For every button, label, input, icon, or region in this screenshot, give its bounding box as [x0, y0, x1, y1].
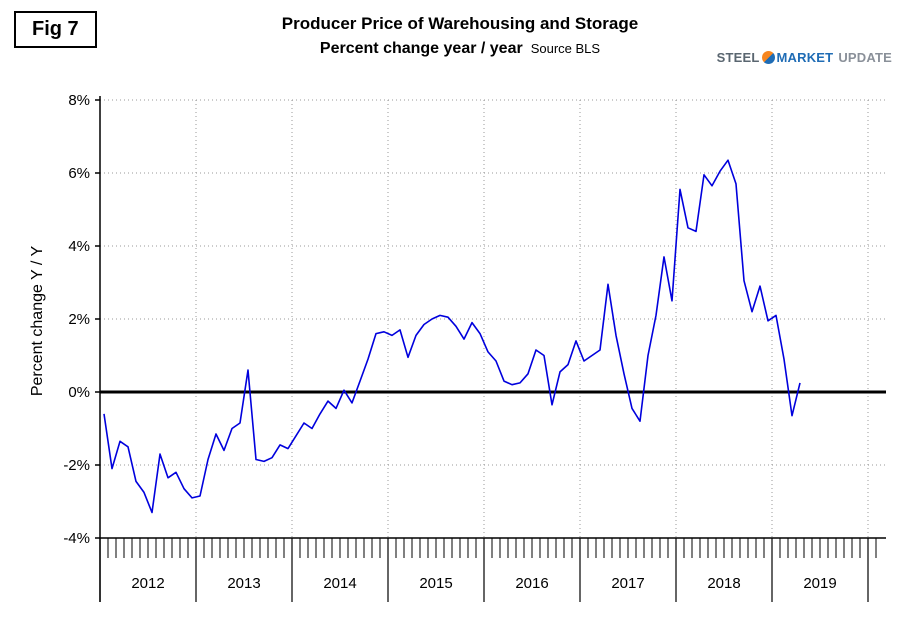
- logo-update-text: UPDATE: [838, 50, 892, 65]
- chart-subtitle-line: Percent change year / year Source BLS: [150, 40, 770, 58]
- y-axis-title: Percent change Y / Y: [29, 245, 46, 397]
- x-year-label: 2015: [419, 575, 452, 592]
- y-tick-label: 6%: [68, 165, 90, 182]
- y-tick-label: -4%: [63, 530, 90, 547]
- y-tick-label: 8%: [68, 92, 90, 109]
- steel-market-update-logo: STEEL MARKET UPDATE: [717, 50, 892, 65]
- x-year-label: 2012: [131, 575, 164, 592]
- chart-title-block: Producer Price of Warehousing and Storag…: [150, 14, 770, 58]
- figure-label: Fig 7: [32, 18, 79, 40]
- x-year-label: 2018: [707, 575, 740, 592]
- logo-market-text: MARKET: [776, 50, 834, 65]
- series-line: [103, 159, 801, 514]
- x-year-label: 2014: [323, 575, 356, 592]
- y-tick-label: 2%: [68, 311, 90, 328]
- y-tick-label: -2%: [63, 457, 90, 474]
- x-year-label: 2017: [611, 575, 644, 592]
- source-note: Source BLS: [530, 41, 601, 56]
- chart-title: Producer Price of Warehousing and Storag…: [281, 14, 639, 33]
- y-tick-label: 0%: [68, 384, 90, 401]
- chart-subtitle: Percent change year / year: [319, 40, 523, 57]
- x-year-label: 2019: [803, 575, 836, 592]
- x-year-label: 2013: [227, 575, 260, 592]
- y-tick-label: 4%: [68, 238, 90, 255]
- logo-steel-text: STEEL: [716, 50, 760, 65]
- x-year-label: 2016: [515, 575, 548, 592]
- figure-label-box: Fig 7: [14, 11, 97, 48]
- globe-icon: [761, 51, 775, 64]
